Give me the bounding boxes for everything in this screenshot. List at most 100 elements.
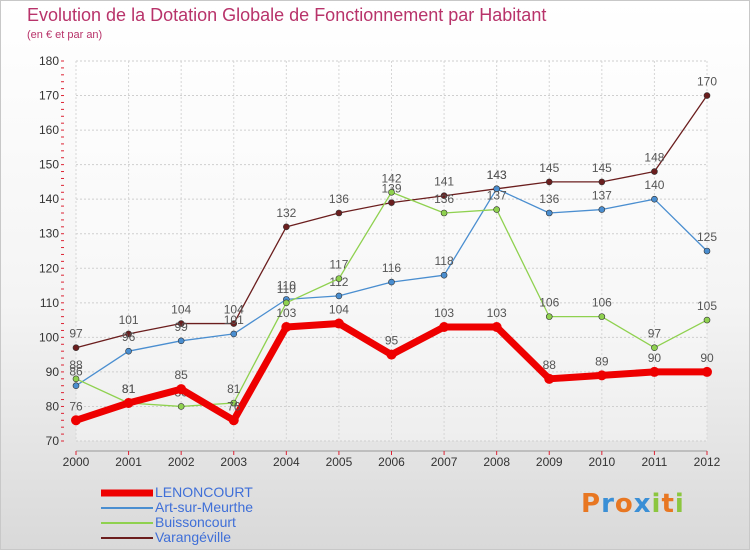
- data-label-buissoncourt: 142: [381, 171, 401, 185]
- data-point-art-sur-meurthe: [598, 206, 606, 213]
- x-tick-label: 2007: [431, 455, 458, 469]
- data-point-varangeville: [545, 178, 553, 186]
- data-label-varangeville: 139: [381, 182, 401, 196]
- data-label-lenoncourt: 76: [227, 399, 241, 413]
- logo-letter: t: [661, 489, 675, 519]
- x-tick-label: 2012: [694, 455, 721, 469]
- y-tick-label: 130: [39, 227, 59, 241]
- data-label-art-sur-meurthe: 143: [487, 168, 507, 182]
- data-point-varangeville: [388, 199, 395, 206]
- data-point-lenoncourt: [702, 366, 712, 377]
- data-label-varangeville: 104: [171, 303, 191, 317]
- data-label-buissoncourt: 137: [487, 189, 507, 203]
- data-label-art-sur-meurthe: 140: [644, 178, 664, 192]
- data-point-art-sur-meurthe: [72, 382, 80, 390]
- data-point-art-sur-meurthe: [440, 271, 448, 279]
- data-label-varangeville: 141: [434, 175, 454, 189]
- y-tick-label: 140: [39, 192, 59, 206]
- data-label-buissoncourt: 106: [539, 296, 559, 310]
- data-label-buissoncourt: 105: [697, 299, 717, 313]
- data-label-varangeville: 97: [69, 327, 83, 341]
- data-point-varangeville: [335, 209, 343, 217]
- data-point-buissoncourt: [335, 275, 343, 282]
- data-label-lenoncourt: 90: [648, 351, 662, 365]
- data-label-art-sur-meurthe: 99: [174, 320, 188, 334]
- data-label-buissoncourt: 110: [277, 282, 296, 296]
- data-label-art-sur-meurthe: 137: [592, 189, 612, 203]
- data-label-art-sur-meurthe: 116: [382, 261, 401, 275]
- data-label-art-sur-meurthe: 96: [122, 330, 136, 344]
- y-tick-label: 160: [39, 123, 59, 137]
- data-label-lenoncourt: 90: [700, 351, 714, 365]
- chart-subtitle: (en € et par an): [27, 29, 103, 41]
- y-tick-label: 80: [46, 399, 60, 413]
- data-point-lenoncourt: [123, 398, 134, 408]
- data-point-buissoncourt: [230, 399, 238, 407]
- data-label-varangeville: 101: [119, 313, 139, 327]
- data-label-art-sur-meurthe: 125: [697, 230, 717, 244]
- data-label-varangeville: 145: [592, 161, 612, 175]
- data-label-lenoncourt: 103: [276, 306, 296, 320]
- logo-letter: x: [633, 489, 652, 519]
- logo-letter: o: [614, 489, 634, 519]
- data-label-varangeville: 148: [644, 151, 664, 165]
- data-point-lenoncourt: [649, 366, 660, 377]
- data-point-lenoncourt: [176, 384, 187, 395]
- legend-label-buissoncourt: Buissoncourt: [155, 514, 236, 530]
- data-point-art-sur-meurthe: [125, 347, 132, 355]
- y-tick-label: 110: [40, 296, 59, 310]
- x-tick-label: 2009: [536, 455, 563, 469]
- data-point-art-sur-meurthe: [651, 195, 658, 203]
- data-label-art-sur-meurthe: 118: [435, 254, 454, 268]
- data-point-buissoncourt: [177, 403, 185, 410]
- data-point-buissoncourt: [545, 313, 553, 320]
- data-point-buissoncourt: [703, 316, 711, 324]
- data-point-varangeville: [651, 168, 658, 175]
- data-point-varangeville: [598, 178, 606, 186]
- data-label-buissoncourt: 117: [329, 258, 348, 272]
- data-point-lenoncourt: [71, 415, 81, 426]
- data-point-varangeville: [703, 92, 711, 99]
- data-label-lenoncourt: 104: [329, 303, 349, 317]
- data-point-buissoncourt: [651, 344, 658, 352]
- logo-letter: P: [581, 489, 602, 519]
- data-label-buissoncourt: 136: [434, 192, 454, 206]
- data-label-lenoncourt: 81: [122, 382, 136, 396]
- y-tick-label: 170: [39, 89, 59, 103]
- data-point-lenoncourt: [491, 322, 502, 332]
- line-chart: 70 80 90 100 110 120 130 140 150 160 170 180 2000 200…: [39, 54, 721, 469]
- legend-label-varangeville: Varangéville: [155, 529, 232, 545]
- data-label-art-sur-meurthe: 86: [69, 365, 83, 379]
- data-point-art-sur-meurthe: [335, 292, 343, 300]
- legend-swatch-art-sur-meurthe: [101, 506, 153, 509]
- data-label-lenoncourt: 103: [487, 306, 507, 320]
- data-point-varangeville: [125, 330, 132, 338]
- data-label-buissoncourt: 81: [122, 382, 136, 396]
- x-tick-label: 2004: [273, 455, 300, 469]
- x-tick-label: 2003: [220, 455, 247, 469]
- data-point-varangeville: [72, 344, 80, 352]
- y-tick-label: 90: [46, 365, 60, 379]
- data-point-varangeville: [440, 192, 448, 200]
- data-point-art-sur-meurthe: [545, 209, 553, 217]
- proxiti-logo: Proxiti: [581, 489, 685, 519]
- data-label-varangeville: 132: [276, 206, 296, 220]
- data-label-buissoncourt: 106: [592, 296, 612, 310]
- data-point-buissoncourt: [440, 209, 448, 217]
- y-tick-label: 70: [46, 434, 60, 448]
- x-tick-label: 2002: [168, 455, 195, 469]
- data-point-lenoncourt: [281, 322, 292, 332]
- data-point-art-sur-meurthe: [493, 185, 500, 193]
- data-label-lenoncourt: 88: [543, 358, 557, 372]
- data-point-lenoncourt: [228, 415, 239, 426]
- y-tick-label: 120: [39, 261, 59, 275]
- data-label-varangeville: 136: [329, 192, 349, 206]
- data-label-art-sur-meurthe: 110: [277, 278, 296, 292]
- data-point-lenoncourt: [439, 322, 450, 332]
- data-point-buissoncourt: [72, 375, 80, 383]
- legend-label-lenoncourt: LENONCOURT: [155, 484, 253, 500]
- data-point-lenoncourt: [333, 318, 344, 329]
- x-tick-label: 2008: [483, 455, 510, 469]
- x-tick-label: 2005: [326, 455, 353, 469]
- data-label-lenoncourt: 103: [434, 306, 454, 320]
